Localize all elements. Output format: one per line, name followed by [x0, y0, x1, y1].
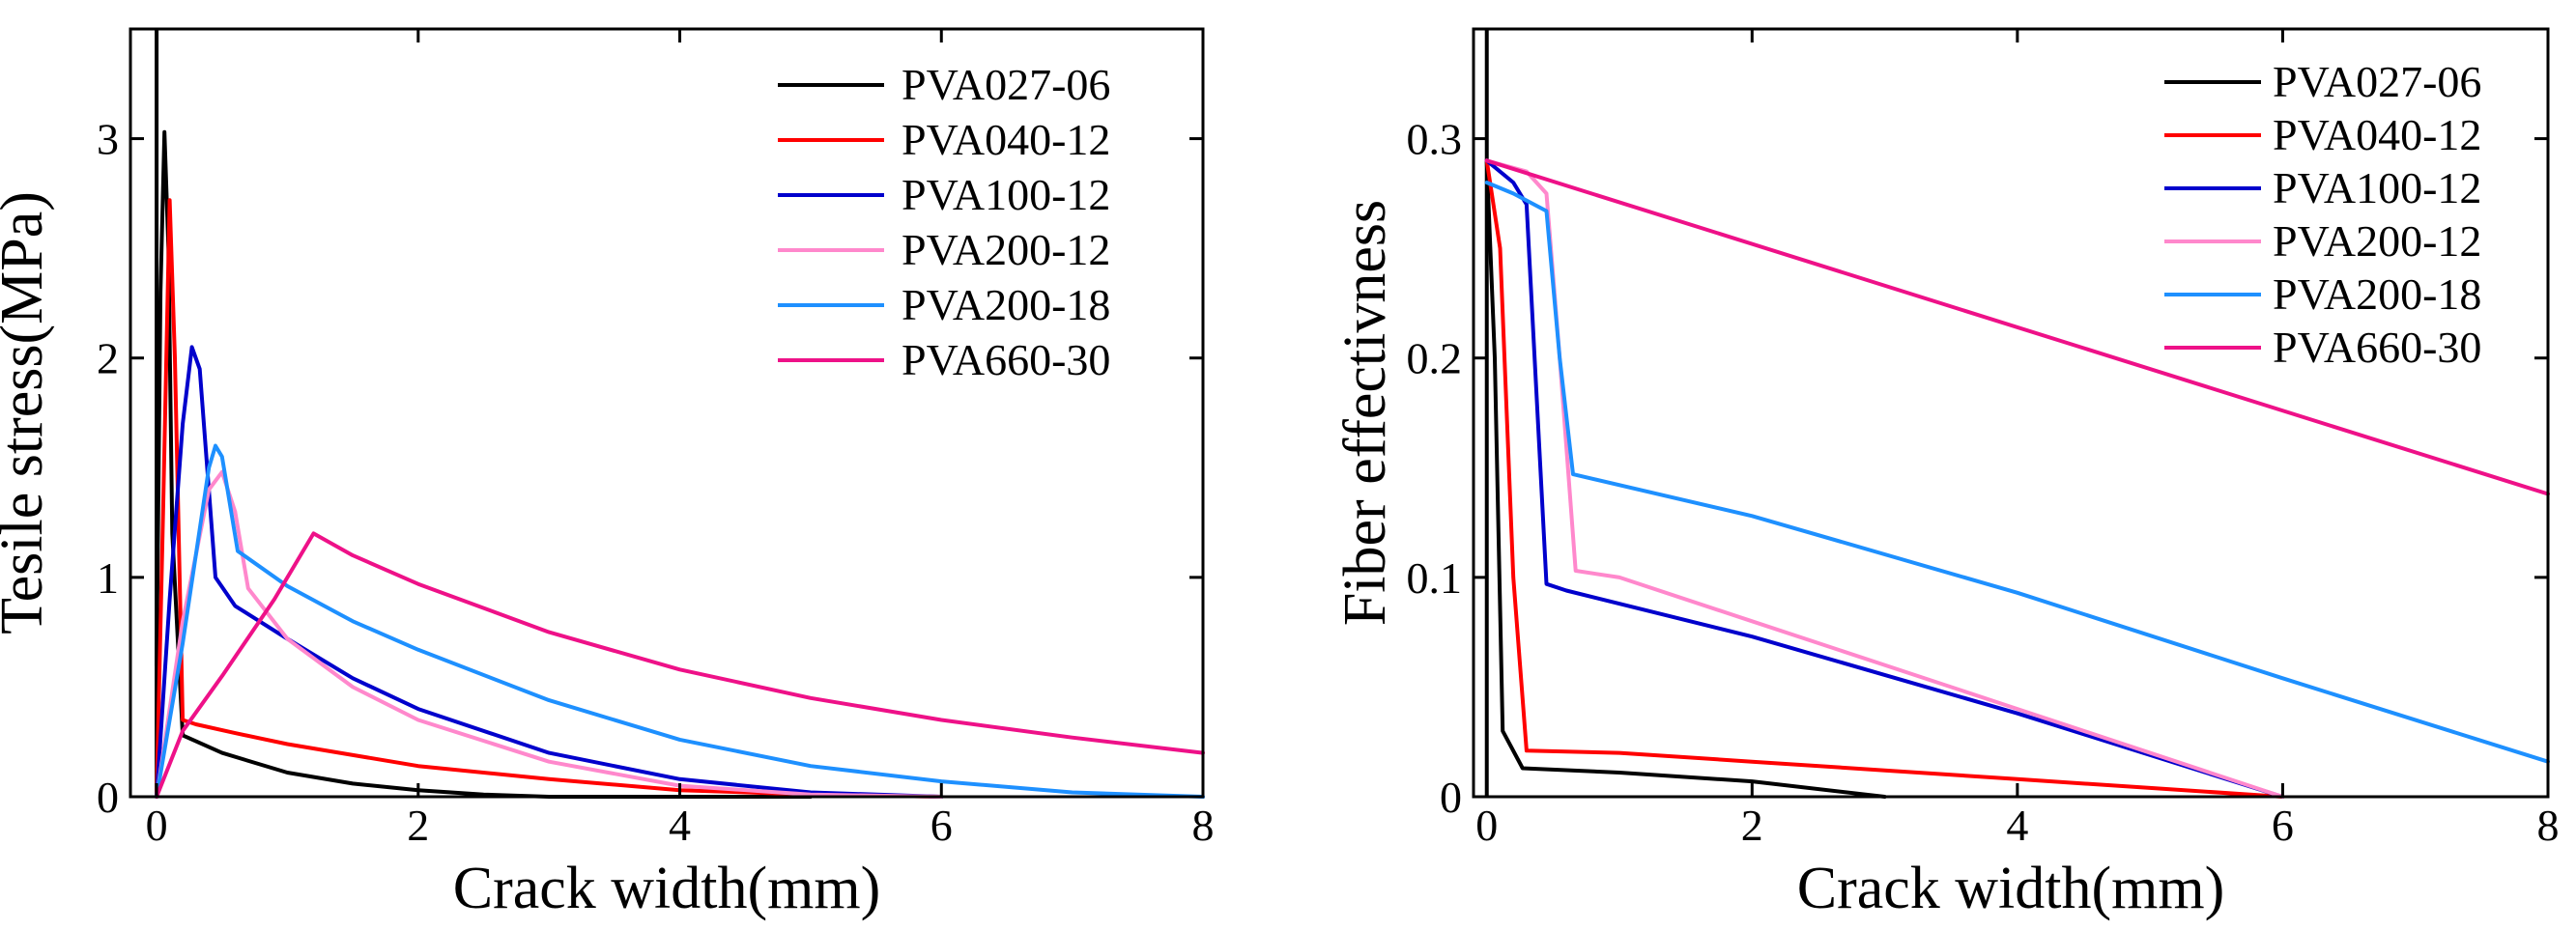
legend-label: PVA040-12	[902, 115, 1110, 164]
legend: PVA027-06 PVA040-12 PVA100-12 PVA200-12 PVA2…	[778, 60, 1110, 384]
legend-label: PVA027-06	[2273, 57, 2481, 106]
x-tick-label: 0	[1475, 801, 1498, 850]
series-line-pva200-12	[1484, 158, 2285, 799]
y-axis-title: Fiber effectivness	[1332, 200, 1398, 626]
legend-label: PVA100-12	[2273, 163, 2481, 212]
series-line-pva660-30	[155, 531, 1205, 799]
y-axis-title: Tesile stress(MPa)	[0, 191, 55, 634]
series-line-pva200-18	[155, 443, 1205, 799]
legend-label: PVA027-06	[902, 60, 1110, 109]
series-line-pva100-12	[1484, 158, 2285, 799]
y-tick-label: 0.2	[1407, 334, 1463, 383]
y-tick-label: 1	[97, 553, 119, 603]
x-tick-label: 8	[1192, 801, 1215, 850]
x-tick-label: 4	[2006, 801, 2028, 850]
chart-left: 0 2 4 6 8 0 1 2 3 Crack width(mm) Tesile stress(MP…	[0, 27, 1215, 921]
y-tick-label: 0	[97, 773, 119, 822]
x-axis-title: Crack width(mm)	[1797, 856, 2225, 921]
legend-label: PVA200-12	[902, 225, 1110, 274]
series-line-pva040-12	[1484, 158, 2285, 799]
series-line-pva027-06	[155, 129, 813, 799]
y-tick-label: 3	[97, 115, 119, 164]
legend-label: PVA660-30	[902, 335, 1110, 384]
series-line-pva660-30	[1484, 158, 2550, 496]
legend-label: PVA200-12	[2273, 216, 2481, 266]
x-axis-title: Crack width(mm)	[453, 856, 881, 921]
x-tick-label: 6	[930, 801, 953, 850]
y-tick-label: 0.3	[1407, 115, 1463, 164]
plot-frame	[1472, 27, 2550, 799]
x-tick-label: 6	[2272, 801, 2294, 850]
series-line-pva200-18	[1484, 181, 2550, 764]
x-tick-label: 2	[407, 801, 429, 850]
series-line-pva200-12	[155, 469, 944, 799]
series-line-pva040-12	[155, 198, 944, 799]
chart-right: 0 2 4 6 8 0 0.1 0.2 0.3 Crack width(mm) Fiber effe…	[1332, 27, 2560, 921]
legend-label: PVA200-18	[902, 280, 1110, 329]
x-tick-label: 0	[146, 801, 168, 850]
x-tick-label: 8	[2537, 801, 2560, 850]
y-tick-label: 0	[1440, 773, 1462, 822]
legend-label: PVA200-18	[2273, 269, 2481, 319]
series-line-pva027-06	[1484, 158, 1887, 799]
series-line-pva100-12	[155, 345, 944, 799]
x-tick-label: 4	[669, 801, 691, 850]
legend-label: PVA040-12	[2273, 110, 2481, 159]
plot-frame	[129, 27, 1205, 799]
y-tick-label: 0.1	[1407, 553, 1463, 603]
legend: PVA027-06PVA040-12PVA100-12PVA200-12PVA2…	[2164, 57, 2481, 372]
legend-label: PVA100-12	[902, 170, 1110, 219]
x-tick-label: 2	[1741, 801, 1763, 850]
legend-label: PVA660-30	[2273, 323, 2481, 372]
y-tick-label: 2	[97, 334, 119, 383]
